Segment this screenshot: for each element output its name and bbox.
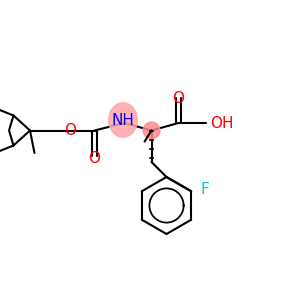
Circle shape [143,122,160,139]
Text: O: O [172,91,184,106]
Text: OH: OH [210,116,233,131]
Text: F: F [200,182,209,197]
Text: NH: NH [112,113,134,128]
Text: O: O [64,123,76,138]
Ellipse shape [109,103,137,137]
Text: O: O [88,151,101,166]
